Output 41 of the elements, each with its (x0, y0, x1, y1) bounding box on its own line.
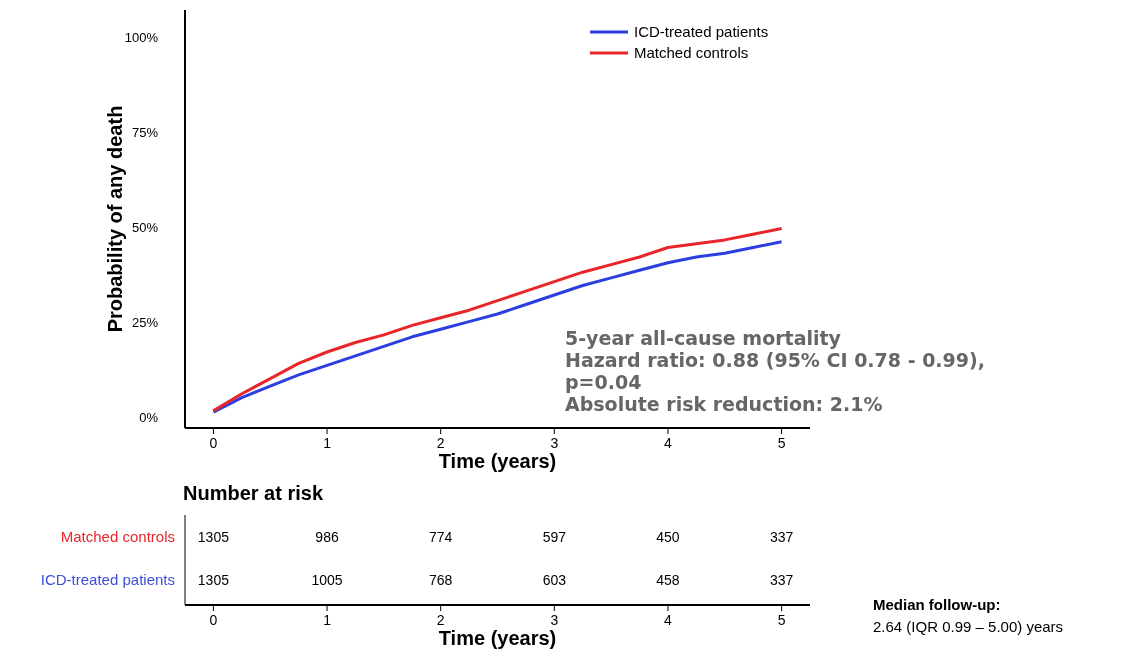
data-label: 450 (656, 529, 680, 545)
y-axis-title: Probability of any death (104, 105, 126, 333)
x-tick-label: 1 (323, 612, 332, 628)
y-tick-label: 25% (131, 314, 159, 330)
x-tick-label: 1 (323, 435, 332, 451)
legend-label: Matched controls (634, 44, 749, 61)
x-tick-label: 2 (436, 435, 445, 451)
data-label: 597 (542, 529, 567, 545)
x-tick-label: 4 (664, 435, 673, 451)
data-label: 458 (656, 572, 680, 588)
x-tick-label: 5 (777, 612, 786, 628)
annotation: Absolute risk reduction: 2.1% (565, 393, 883, 415)
x-tick-label: 0 (209, 612, 218, 628)
y-tick-label: 75% (131, 124, 159, 140)
x-axis-title: Time (years) (438, 450, 557, 472)
data-label: 1005 (311, 572, 343, 588)
text: Median follow-up: (873, 596, 1001, 613)
annotation: 5-year all-cause mortality (565, 327, 842, 349)
x-tick-label: 0 (209, 435, 218, 451)
legend-label: ICD-treated patients (634, 23, 769, 40)
data-label: 768 (429, 572, 453, 588)
x-tick-label: 3 (550, 612, 559, 628)
text: 2.64 (IQR 0.99 – 5.00) years (873, 618, 1064, 635)
x-tick-label: 2 (436, 612, 445, 628)
y-tick-label: 0% (139, 409, 159, 425)
data-label: 774 (429, 529, 453, 545)
x-tick-label: 5 (777, 435, 786, 451)
data-label: 337 (769, 529, 794, 545)
x-tick-label: 4 (664, 612, 673, 628)
data-label: 1305 (197, 572, 230, 588)
annotation: p=0.04 (565, 371, 642, 393)
x-tick-label: 3 (550, 435, 559, 451)
data-label: 986 (315, 529, 339, 545)
data-label: 1305 (197, 529, 230, 545)
data-label: 603 (542, 572, 567, 588)
chart-title: Number at risk (183, 482, 324, 504)
y-tick-label: 50% (131, 219, 159, 235)
data-label: 337 (769, 572, 794, 588)
annotation: Hazard ratio: 0.88 (95% CI 0.78 - 0.99), (565, 349, 985, 371)
x-axis-title: Time (years) (438, 627, 557, 649)
y-tick-label: 100% (124, 29, 159, 45)
